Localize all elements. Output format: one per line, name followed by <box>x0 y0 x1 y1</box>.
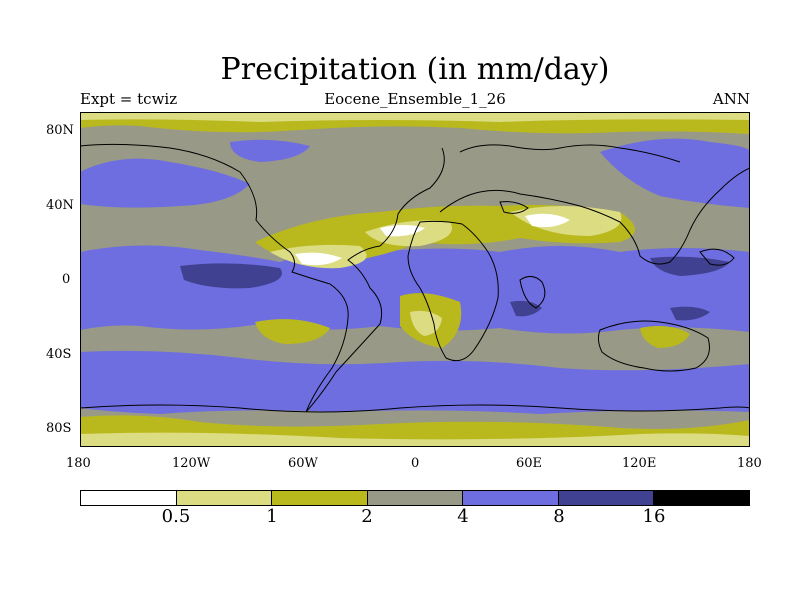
antarctica-coast <box>80 404 750 413</box>
colorbar-box <box>272 491 368 505</box>
plot-title: Precipitation (in mm/day) <box>220 52 610 87</box>
map-panel <box>80 112 750 447</box>
colorbar <box>80 490 750 506</box>
x-tick-label: 120E <box>622 456 657 471</box>
southern-africa-arid <box>410 310 442 336</box>
arctic-inner <box>80 112 750 122</box>
season-label: ANN <box>712 90 750 108</box>
x-tick-label: 60W <box>288 456 318 471</box>
india-coast <box>519 276 546 309</box>
colorbar-label: 4 <box>457 506 469 527</box>
y-tick-label: 80N <box>46 123 74 138</box>
tropical-pacific-max <box>180 263 282 289</box>
maritime-max <box>670 306 710 321</box>
colorbar-label: 2 <box>361 506 373 527</box>
colorbar-label: 16 <box>642 506 666 527</box>
mexico-hyperarid <box>295 252 342 266</box>
coastlines <box>80 143 750 413</box>
pacific-islands <box>699 248 735 266</box>
colorbar-label: 8 <box>553 506 565 527</box>
australia-coast <box>597 320 710 372</box>
map-frame <box>80 112 750 447</box>
x-tick-label: 180 <box>66 456 91 471</box>
southern-storm-track <box>80 350 750 414</box>
x-tick-label: 180 <box>737 456 762 471</box>
colorbar-label: 0.5 <box>161 506 191 527</box>
colorbar-box <box>81 491 177 505</box>
mediterranean-islands <box>499 201 529 214</box>
antarctic-inner <box>80 432 750 447</box>
south-america-dry <box>255 319 330 344</box>
indian-ocean-max <box>510 300 542 317</box>
x-tick-label: 60E <box>516 456 543 471</box>
asian-hyperarid <box>525 213 570 228</box>
y-tick-label: 40S <box>46 347 72 362</box>
africa-coast <box>407 220 499 362</box>
experiment-label: Expt = tcwiz <box>80 90 178 108</box>
colorbar-box <box>558 491 655 505</box>
colorbar-box <box>176 491 273 505</box>
north-pacific-east-wet <box>600 138 750 208</box>
americas-coast-west <box>80 143 349 413</box>
colorbar-label: 1 <box>266 506 278 527</box>
y-tick-label: 0 <box>62 272 71 287</box>
colorbar-box <box>367 491 464 505</box>
australia-dry <box>640 326 690 348</box>
precipitation-map <box>80 112 750 447</box>
northern-coast <box>459 144 681 163</box>
americas-coast-east <box>305 147 445 413</box>
x-tick-label: 120W <box>172 456 211 471</box>
arctic-wet-patch <box>230 139 310 162</box>
y-tick-label: 40N <box>46 198 74 213</box>
x-tick-label: 0 <box>411 456 420 471</box>
colorbar-box <box>463 491 559 505</box>
colorbar-box <box>654 491 750 505</box>
ensemble-label: Eocene_Ensemble_1_26 <box>324 90 506 108</box>
eurasia-coast <box>439 167 750 265</box>
north-pacific-wet-band <box>80 158 250 208</box>
y-tick-label: 80S <box>46 421 72 436</box>
